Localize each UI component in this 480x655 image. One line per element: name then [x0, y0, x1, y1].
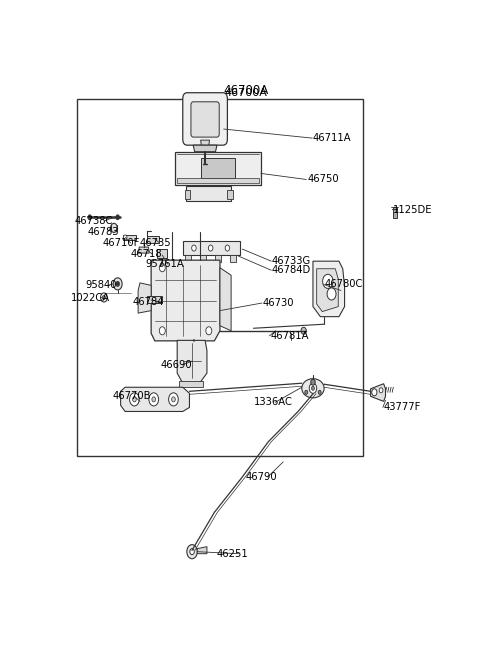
Text: 95761A: 95761A [145, 259, 184, 269]
Bar [185, 255, 192, 262]
Polygon shape [371, 384, 385, 402]
Circle shape [132, 397, 136, 402]
Polygon shape [197, 547, 207, 553]
Circle shape [171, 397, 175, 402]
Circle shape [311, 379, 315, 385]
Bar [147, 297, 162, 303]
Polygon shape [201, 140, 210, 145]
Polygon shape [138, 283, 151, 313]
Circle shape [159, 264, 165, 272]
Circle shape [116, 215, 120, 220]
Circle shape [312, 386, 314, 390]
FancyBboxPatch shape [191, 102, 219, 137]
Text: 46710F: 46710F [103, 238, 140, 248]
Bar [230, 255, 236, 262]
Polygon shape [313, 261, 345, 316]
Text: 1125DE: 1125DE [393, 205, 432, 215]
Text: 46730: 46730 [263, 298, 294, 308]
Text: 46784D: 46784D [272, 265, 312, 275]
Text: 46690: 46690 [160, 360, 192, 370]
Circle shape [123, 235, 127, 240]
Polygon shape [120, 387, 190, 411]
Text: 46784: 46784 [132, 297, 164, 307]
Bar [175, 152, 261, 185]
Polygon shape [151, 260, 220, 341]
Text: 46718: 46718 [131, 249, 162, 259]
Circle shape [160, 263, 163, 267]
Text: 46738C: 46738C [74, 216, 112, 226]
Polygon shape [177, 341, 207, 383]
Bar [156, 249, 167, 258]
Circle shape [116, 282, 120, 286]
Circle shape [113, 278, 122, 290]
Circle shape [305, 390, 308, 394]
Bar [183, 241, 240, 255]
Bar [177, 178, 259, 183]
Polygon shape [123, 235, 136, 240]
Polygon shape [147, 236, 158, 242]
Circle shape [208, 245, 213, 251]
Circle shape [149, 393, 158, 406]
Text: 46790: 46790 [246, 472, 277, 482]
Bar [179, 381, 203, 387]
Circle shape [110, 223, 117, 233]
Text: 46781A: 46781A [270, 331, 309, 341]
Bar [186, 185, 231, 200]
Circle shape [206, 327, 212, 335]
Text: 46733G: 46733G [272, 256, 312, 266]
Text: 1336AC: 1336AC [253, 398, 292, 407]
Bar [215, 255, 221, 262]
Circle shape [159, 327, 165, 335]
Polygon shape [139, 247, 149, 253]
Polygon shape [317, 269, 338, 312]
Circle shape [152, 397, 156, 402]
Text: 46770B: 46770B [112, 391, 151, 402]
Text: 46780C: 46780C [324, 280, 362, 290]
Circle shape [372, 389, 377, 396]
Circle shape [379, 388, 383, 393]
Text: 95840: 95840 [85, 280, 117, 290]
Circle shape [130, 393, 139, 406]
Bar [185, 189, 190, 198]
Circle shape [323, 274, 333, 288]
Circle shape [225, 245, 229, 251]
Circle shape [88, 215, 92, 220]
Text: 46700A: 46700A [223, 84, 269, 97]
Bar [77, 99, 363, 456]
Circle shape [309, 383, 317, 393]
Text: 46750: 46750 [307, 174, 339, 185]
Circle shape [102, 295, 106, 299]
Circle shape [187, 544, 197, 559]
Bar [202, 159, 235, 178]
Text: 46711A: 46711A [313, 133, 351, 143]
Polygon shape [193, 145, 217, 152]
Circle shape [301, 328, 306, 334]
Circle shape [318, 390, 321, 394]
Bar [200, 255, 206, 262]
Text: 46783: 46783 [88, 227, 120, 237]
Text: 46251: 46251 [216, 549, 248, 559]
Circle shape [100, 293, 107, 302]
Circle shape [190, 549, 194, 555]
Bar [393, 207, 396, 218]
Circle shape [327, 288, 336, 300]
Circle shape [192, 245, 196, 251]
Text: 1022CA: 1022CA [71, 293, 110, 303]
Bar [228, 189, 233, 198]
Polygon shape [220, 268, 231, 331]
Ellipse shape [302, 379, 324, 398]
Text: 43777F: 43777F [384, 402, 421, 413]
Text: 46735: 46735 [140, 238, 172, 248]
Text: 46700A: 46700A [225, 88, 267, 98]
FancyBboxPatch shape [183, 93, 228, 145]
Circle shape [168, 393, 178, 406]
